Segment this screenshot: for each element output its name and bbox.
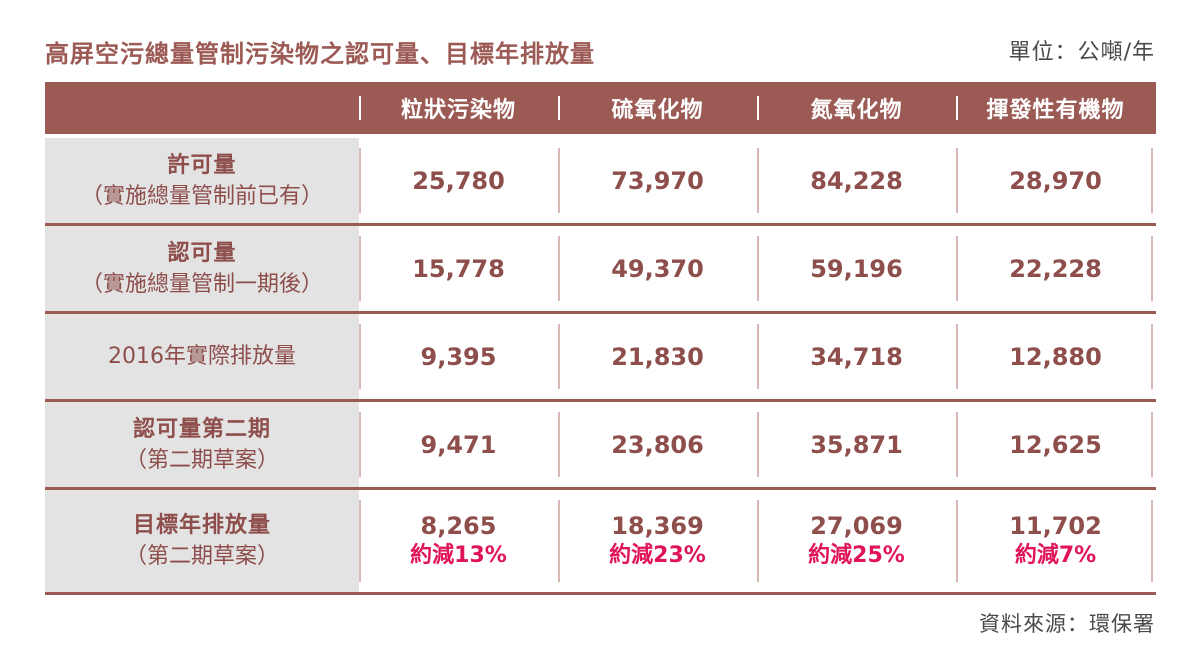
emissions-table: 粒狀污染物 硫氧化物 氮氧化物 揮發性有機物 許可量 （實施總量管制前已有） 2…: [45, 82, 1156, 595]
reduction-note: 約減13%: [410, 543, 507, 568]
cell-value: 9,471: [420, 430, 497, 459]
row-label-main: 許可量: [167, 152, 237, 178]
cell-value: 8,265: [420, 512, 497, 540]
table-cell: 49,370: [558, 226, 757, 311]
header-particulate: 粒狀污染物: [359, 82, 558, 134]
cell-value: 35,871: [810, 430, 903, 459]
table-cell: 22,228: [956, 226, 1155, 311]
cell-value: 27,069: [810, 512, 903, 540]
row-label: 許可量 （實施總量管制前已有）: [45, 138, 359, 223]
reduction-note: 約減7%: [1014, 543, 1097, 568]
row-label: 認可量第二期 （第二期草案）: [45, 402, 359, 487]
row-label: 2016年實際排放量: [45, 314, 359, 399]
table-cell: 15,778: [359, 226, 558, 311]
row-label: 認可量 （實施總量管制一期後）: [45, 226, 359, 311]
table-cell: 25,780: [359, 138, 558, 223]
unit-label: 單位：公噸/年: [1008, 40, 1155, 65]
table-cell: 18,369 約減23%: [558, 490, 757, 592]
row-label-main: 認可量第二期: [132, 416, 271, 442]
cell-value: 12,880: [1009, 342, 1102, 371]
table-row: 認可量第二期 （第二期草案） 9,471 23,806 35,871 12,62…: [45, 402, 1156, 490]
table-cell: 9,471: [359, 402, 558, 487]
table-cell: 9,395: [359, 314, 558, 399]
header-nitrogen-oxides: 氮氧化物: [757, 82, 956, 134]
cell-value: 25,780: [412, 166, 505, 195]
cell-value: 9,395: [420, 342, 497, 371]
table-cell: 12,625: [956, 402, 1155, 487]
cell-value: 34,718: [810, 342, 903, 371]
table-title: 高屏空污總量管制污染物之認可量、目標年排放量: [45, 40, 595, 68]
row-label-sub: （第二期草案）: [124, 447, 279, 473]
header-voc: 揮發性有機物: [956, 82, 1155, 134]
row-label-sub: （實施總量管制一期後）: [80, 271, 323, 297]
table-cell: 28,970: [956, 138, 1155, 223]
reduction-note: 約減23%: [609, 543, 706, 568]
table-cell: 12,880: [956, 314, 1155, 399]
table-cell: 27,069 約減25%: [757, 490, 956, 592]
table-cell: 23,806: [558, 402, 757, 487]
table-cell: 11,702 約減7%: [956, 490, 1155, 592]
reduction-note: 約減25%: [808, 543, 905, 568]
row-label-main: 2016年實際排放量: [108, 344, 296, 369]
header-sulfur-oxides: 硫氧化物: [558, 82, 757, 134]
row-label-sub: （實施總量管制前已有）: [80, 183, 323, 209]
cell-value: 18,369: [611, 512, 704, 540]
header-corner: [45, 82, 359, 134]
table-cell: 84,228: [757, 138, 956, 223]
table-cell: 21,830: [558, 314, 757, 399]
table-cell: 34,718: [757, 314, 956, 399]
table-row: 許可量 （實施總量管制前已有） 25,780 73,970 84,228 28,…: [45, 138, 1156, 226]
cell-value: 11,702: [1009, 512, 1102, 540]
row-label-sub: （第二期草案）: [124, 544, 279, 569]
cell-value: 15,778: [412, 254, 505, 283]
cell-value: 22,228: [1009, 254, 1102, 283]
table-cell: 59,196: [757, 226, 956, 311]
table-cell: 8,265 約減13%: [359, 490, 558, 592]
cell-value: 73,970: [611, 166, 704, 195]
table-row: 認可量 （實施總量管制一期後） 15,778 49,370 59,196 22,…: [45, 226, 1156, 314]
row-label-main: 認可量: [167, 240, 237, 266]
cell-value: 49,370: [611, 254, 704, 283]
table-cell: 73,970: [558, 138, 757, 223]
row-label-main: 目標年排放量: [132, 513, 271, 538]
table-cell: 35,871: [757, 402, 956, 487]
table-header-row: 粒狀污染物 硫氧化物 氮氧化物 揮發性有機物: [45, 82, 1156, 138]
cell-value: 84,228: [810, 166, 903, 195]
cell-value: 12,625: [1009, 430, 1102, 459]
table-row: 2016年實際排放量 9,395 21,830 34,718 12,880: [45, 314, 1156, 402]
cell-value: 23,806: [611, 430, 704, 459]
row-label: 目標年排放量 （第二期草案）: [45, 490, 359, 592]
cell-value: 28,970: [1009, 166, 1102, 195]
table-row: 目標年排放量 （第二期草案） 8,265 約減13% 18,369 約減23% …: [45, 490, 1156, 595]
source-note: 資料來源：環保署: [979, 612, 1155, 636]
cell-value: 21,830: [611, 342, 704, 371]
cell-value: 59,196: [810, 254, 903, 283]
